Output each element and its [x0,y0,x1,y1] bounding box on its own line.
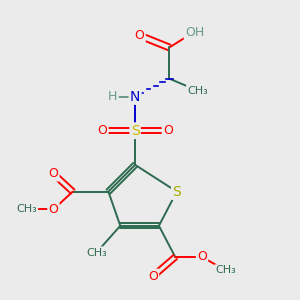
Text: O: O [197,250,207,263]
Text: O: O [163,124,173,137]
Text: CH₃: CH₃ [187,85,208,96]
Text: O: O [148,270,158,283]
Text: CH₃: CH₃ [215,266,236,275]
Text: N: N [130,89,140,103]
Text: O: O [49,167,58,180]
Text: CH₃: CH₃ [16,204,37,214]
Text: OH: OH [185,26,204,39]
Text: O: O [98,124,107,137]
Text: CH₃: CH₃ [86,248,107,257]
Text: O: O [49,203,58,216]
Text: H: H [108,90,118,103]
Text: S: S [172,184,181,199]
Text: S: S [131,124,140,138]
Text: O: O [135,29,145,42]
